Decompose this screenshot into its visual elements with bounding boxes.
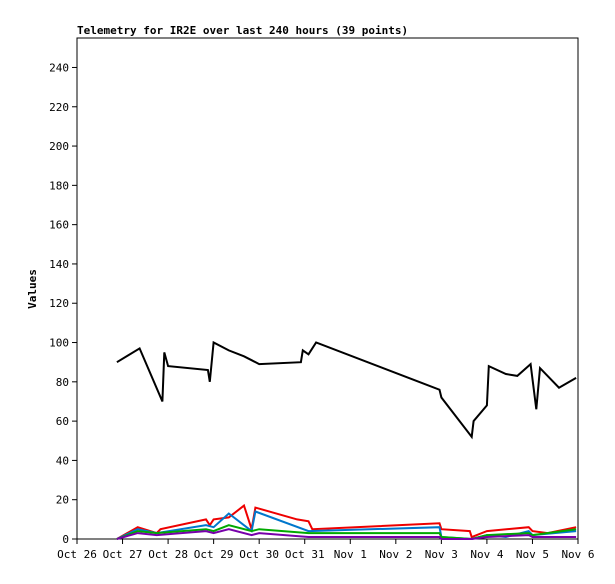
series-line-5: [116, 528, 577, 540]
y-tick-label: 220: [49, 101, 69, 114]
series-line-2: [116, 503, 577, 540]
y-tick-label: 180: [49, 179, 69, 192]
y-tick-label: 120: [49, 297, 69, 310]
y-tick-label: 40: [56, 454, 69, 467]
series-line-1: [116, 340, 577, 440]
y-tick-label: 240: [49, 61, 69, 74]
y-axis-label: Values: [26, 269, 39, 309]
x-tick-label: Nov 3: [425, 548, 458, 561]
y-tick-label: 100: [49, 337, 69, 350]
x-axis: Oct 26 Oct 27 Oct 28 Oct 29 Oct 30 Oct 31 Nov …: [57, 539, 595, 561]
y-tick-label: 80: [56, 376, 69, 389]
x-tick-label: Nov 1: [334, 548, 367, 561]
x-tick-label: Nov 2: [379, 548, 412, 561]
x-tick-label: Oct 30: [239, 548, 279, 561]
y-tick-label: 200: [49, 140, 69, 153]
plot-area-frame: [76, 37, 579, 540]
y-tick-label: 160: [49, 219, 69, 232]
x-tick-label: Nov 6: [561, 548, 594, 561]
y-tick-label: 140: [49, 258, 69, 271]
x-tick-label: Nov 4: [470, 548, 503, 561]
x-tick-label: Oct 31: [285, 548, 325, 561]
y-tick-label: 0: [62, 533, 69, 546]
y-tick-label: 20: [56, 494, 69, 507]
y-axis: 0 20 40 60 80 100 120 140 160 180 200 220 240: [49, 61, 77, 546]
x-tick-label: Oct 26: [57, 548, 97, 561]
x-tick-label: Nov 5: [516, 548, 549, 561]
x-tick-label: Oct 27: [103, 548, 143, 561]
x-tick-label: Oct 28: [148, 548, 188, 561]
chart-title: Telemetry for IR2E over last 240 hours (…: [77, 24, 408, 37]
series-line-4: [116, 524, 577, 541]
x-tick-label: Oct 29: [194, 548, 234, 561]
y-tick-label: 60: [56, 415, 69, 428]
series-layer: [116, 340, 577, 541]
